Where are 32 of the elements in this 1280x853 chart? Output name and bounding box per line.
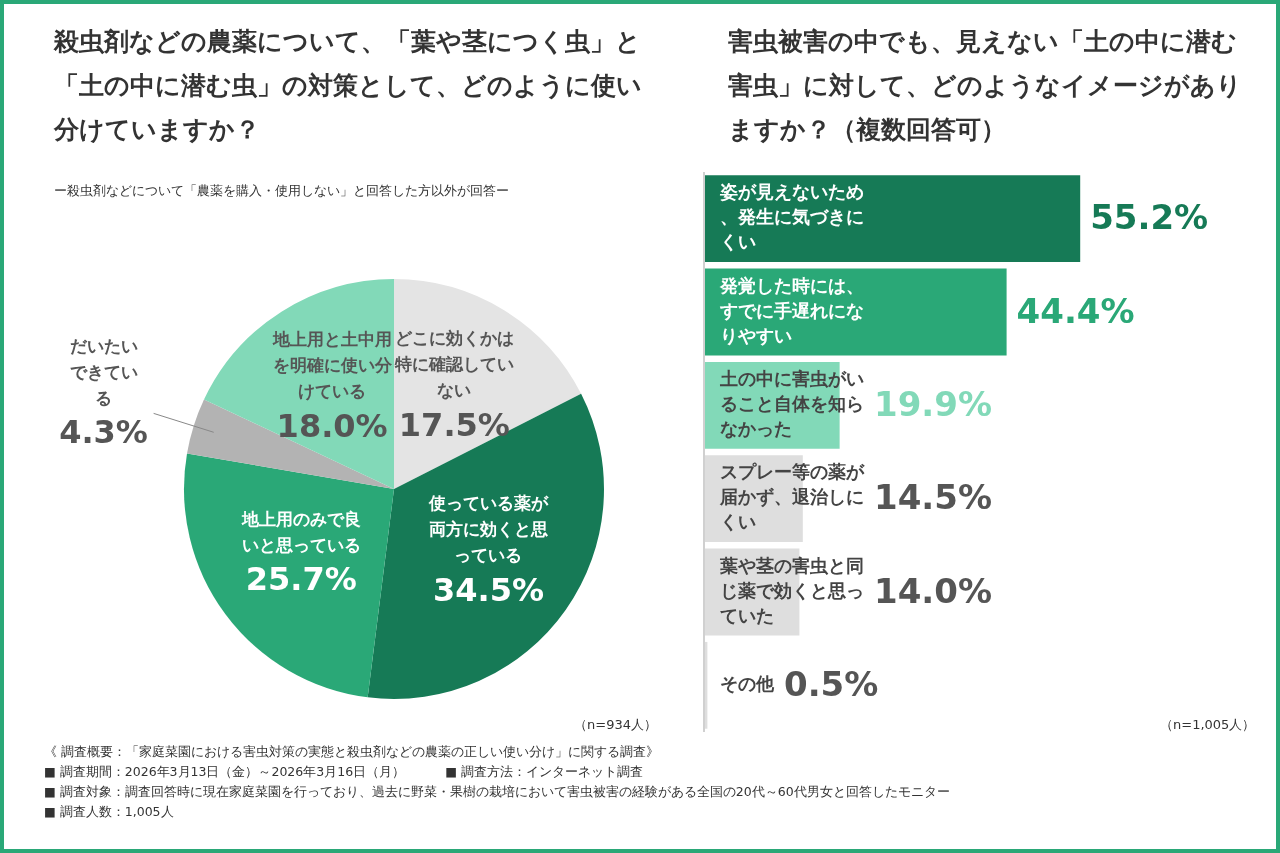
chart-title: 殺虫剤などの農薬について、「葉や茎につく虫」と「土の中に潜む虫」の対策として、どのように使い分けていますか？ (54, 26, 643, 146)
slice-label: だいたいできている (69, 335, 138, 408)
y-tick-label: 姿が見えないため、発生に気づきにくい (719, 181, 864, 253)
text: （n=1,005人） (1160, 716, 1256, 734)
bar (704, 175, 1081, 263)
chart-title: 害虫被害の中でも、見えない「土の中に潜む害虫」に対して、どのようなイメージがありますか？（複数回答可） (728, 26, 1243, 146)
text: ■ 調査人数：1,005人 (44, 804, 174, 819)
data-label: 55.2% (1090, 197, 1209, 238)
data-label: 25.7% (245, 560, 357, 599)
chart-subtitle: ー殺虫剤などについて「農薬を購入・使用しない」と回答した方以外が回答ー (54, 182, 510, 200)
data-label: 19.9% (874, 384, 992, 425)
y-tick-label: 発覚した時には、すでに手遅れになりやすい (719, 274, 864, 346)
y-tick-label: その他 (720, 673, 775, 695)
text: ■ 調査対象：調査回答時に現在家庭菜園を行っており、過去に野菜・果樹の栽培において害虫被害の経験がある全国の20代～60代男女と回答したモニター (44, 783, 951, 801)
data-label: 18.0% (276, 406, 388, 445)
text: ■ 調査方法：インターネット調査 (445, 764, 643, 779)
data-label: 4.3% (59, 412, 148, 451)
y-tick-label: 葉や茎の害虫と同じ薬で効くと思っていた (719, 554, 864, 626)
text: （n=934人） (574, 716, 657, 734)
data-label: 17.5% (398, 405, 510, 444)
data-label: 14.0% (874, 570, 992, 611)
data-label: 44.4% (1016, 290, 1135, 331)
data-label: 34.5% (432, 570, 544, 609)
slice-label: 地上用と土中用を明確に使い分けている (271, 329, 393, 402)
slice-label: どこに効くかは特に確認していない (393, 328, 514, 401)
y-tick-label: スプレー等の薬が届かず、退治しにくい (719, 461, 865, 533)
slice-label: 地上用のみで良いと思っている (240, 508, 361, 555)
data-label: 0.5% (784, 664, 879, 705)
text: 《 調査概要：「家庭菜園における害虫対策の実態と殺虫剤などの農薬の正しい使い分け」に関する調査》 (44, 743, 660, 761)
text: ■ 調査期間：2026年3月13日（金）～2026年3月16日（月） (44, 764, 406, 779)
data-label: 14.5% (874, 477, 992, 518)
slice-label: 使っている薬が両方に効くと思っている (428, 493, 549, 566)
